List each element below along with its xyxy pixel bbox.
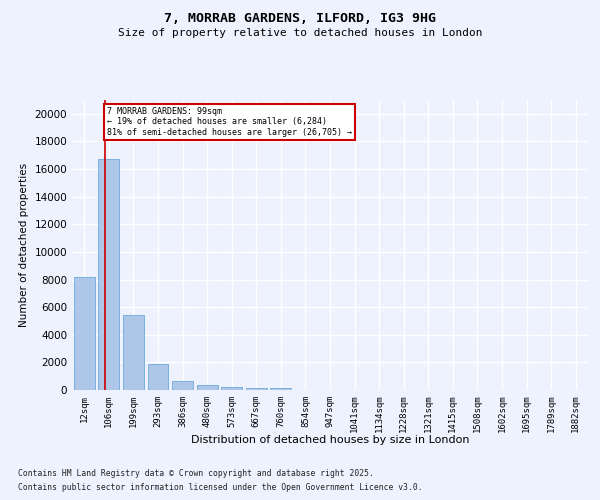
Text: 7, MORRAB GARDENS, ILFORD, IG3 9HG: 7, MORRAB GARDENS, ILFORD, IG3 9HG bbox=[164, 12, 436, 26]
Bar bbox=[271, 388, 292, 390]
Bar bbox=[246, 388, 267, 390]
Text: Size of property relative to detached houses in London: Size of property relative to detached ho… bbox=[118, 28, 482, 38]
Text: 7 MORRAB GARDENS: 99sqm
← 19% of detached houses are smaller (6,284)
81% of semi: 7 MORRAB GARDENS: 99sqm ← 19% of detache… bbox=[107, 107, 352, 136]
Bar bbox=[172, 381, 193, 390]
X-axis label: Distribution of detached houses by size in London: Distribution of detached houses by size … bbox=[191, 436, 469, 446]
Bar bbox=[148, 364, 169, 390]
Bar bbox=[123, 316, 144, 390]
Text: Contains public sector information licensed under the Open Government Licence v3: Contains public sector information licen… bbox=[18, 484, 422, 492]
Text: Contains HM Land Registry data © Crown copyright and database right 2025.: Contains HM Land Registry data © Crown c… bbox=[18, 468, 374, 477]
Bar bbox=[74, 277, 95, 390]
Y-axis label: Number of detached properties: Number of detached properties bbox=[19, 163, 29, 327]
Bar bbox=[221, 386, 242, 390]
Bar bbox=[98, 160, 119, 390]
Bar bbox=[197, 385, 218, 390]
